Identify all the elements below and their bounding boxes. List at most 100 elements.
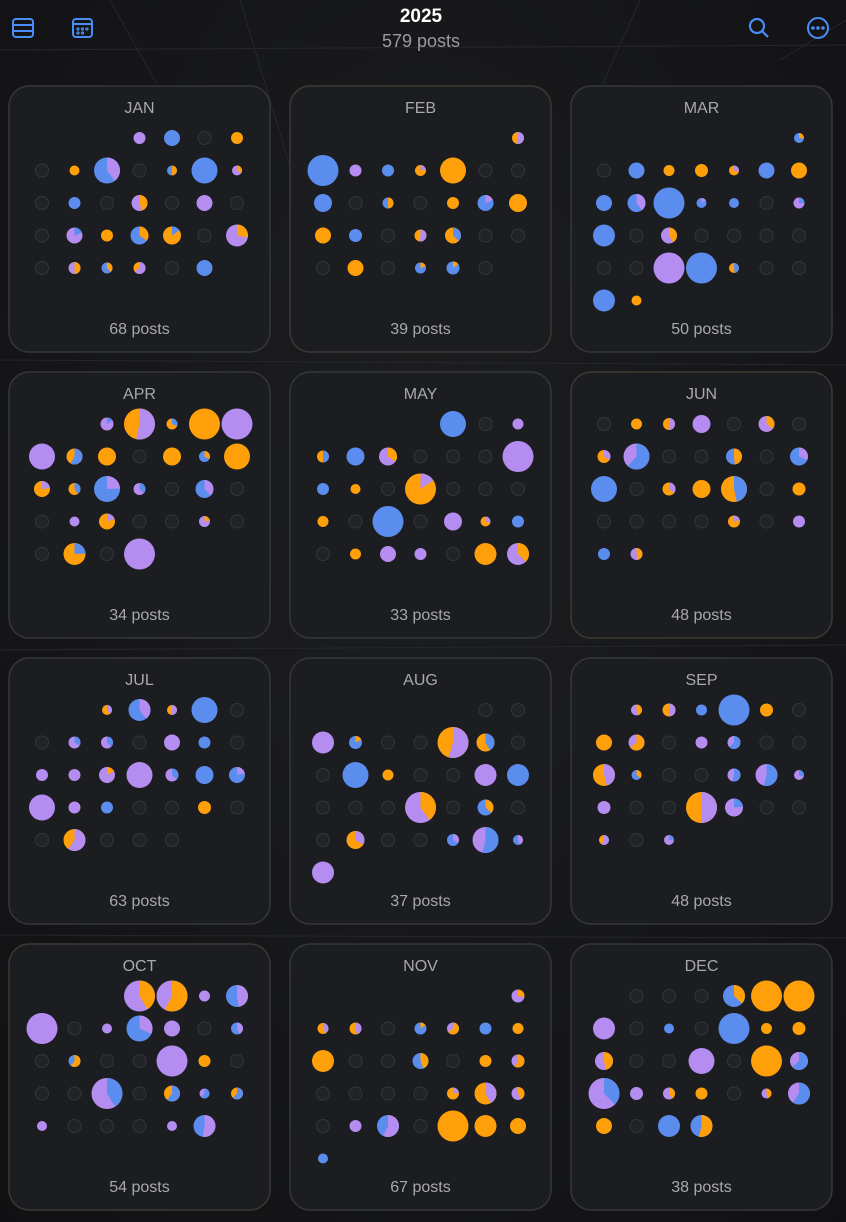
day-dot	[695, 1087, 708, 1100]
empty-day	[511, 163, 525, 178]
empty-day	[230, 800, 244, 815]
month-card[interactable]: JAN 68 posts	[8, 85, 271, 353]
day-slice	[669, 482, 676, 493]
day-slice	[453, 1087, 459, 1094]
day-slice	[729, 736, 741, 749]
empty-day	[132, 514, 147, 529]
empty-day	[35, 1086, 49, 1101]
day-dot	[382, 164, 394, 177]
empty-day	[381, 482, 395, 496]
empty-day	[629, 261, 644, 275]
card-bg	[8, 657, 271, 925]
day-dot	[447, 197, 459, 209]
day-dot	[760, 703, 773, 717]
empty-day	[165, 196, 179, 210]
day-dot	[792, 482, 806, 496]
empty-day	[792, 228, 806, 243]
empty-day	[67, 1021, 82, 1036]
day-dot	[664, 1023, 674, 1034]
day-slice	[792, 1052, 809, 1071]
month-card[interactable]: MAY 33 posts	[289, 371, 552, 639]
day-dot	[440, 411, 466, 437]
day-dot	[793, 515, 805, 528]
month-card[interactable]: JUL 63 posts	[8, 657, 271, 925]
day-slice	[630, 734, 645, 751]
day-dot	[729, 198, 739, 208]
empty-day	[316, 800, 330, 815]
day-slice	[448, 1022, 460, 1035]
empty-day	[694, 228, 709, 243]
empty-day	[132, 735, 147, 750]
month-card[interactable]: FEB 39 posts	[289, 85, 552, 353]
empty-day	[381, 800, 395, 815]
day-slice	[139, 1015, 153, 1034]
list-icon[interactable]	[12, 18, 34, 38]
day-slice	[42, 481, 50, 489]
month-name: OCT	[123, 958, 157, 975]
empty-day	[165, 261, 179, 275]
day-slice	[136, 408, 155, 440]
day-dot	[126, 762, 153, 788]
empty-day	[35, 228, 49, 243]
empty-day	[629, 833, 644, 847]
month-card[interactable]: NOV 67 posts	[289, 943, 552, 1211]
day-slice	[518, 989, 525, 998]
month-name: DEC	[685, 958, 719, 975]
month-card[interactable]: APR 34 posts	[8, 371, 271, 639]
day-dot	[312, 1050, 334, 1072]
day-dot	[761, 1023, 772, 1034]
day-dot	[191, 157, 218, 184]
day-dot	[69, 516, 80, 527]
day-slice	[485, 1082, 497, 1104]
day-slice	[139, 226, 149, 241]
day-slice	[70, 1055, 81, 1068]
empty-day	[662, 735, 676, 750]
month-posts: 50 posts	[671, 321, 731, 338]
month-name: APR	[123, 386, 156, 403]
empty-day	[629, 1119, 644, 1133]
month-card[interactable]: MAR 50 posts	[570, 85, 833, 353]
day-dot	[312, 861, 334, 884]
month-card[interactable]: SEP 48 posts	[570, 657, 833, 925]
empty-day	[348, 1086, 363, 1101]
day-slice	[518, 835, 524, 845]
month-card[interactable]: OCT 54 posts	[8, 943, 271, 1211]
empty-day	[511, 228, 525, 243]
day-dot	[350, 484, 361, 494]
month-name: JUL	[125, 672, 154, 689]
empty-day	[629, 1054, 644, 1068]
day-slice	[323, 450, 329, 463]
empty-day	[197, 1021, 212, 1036]
day-slice	[601, 835, 610, 845]
empty-day	[230, 1054, 244, 1068]
month-name: JAN	[124, 100, 154, 117]
empty-day	[478, 482, 493, 496]
day-dot	[692, 415, 711, 433]
empty-day	[662, 800, 676, 815]
day-slice	[636, 770, 642, 779]
empty-day	[727, 1086, 741, 1101]
month-card[interactable]: AUG 37 posts	[289, 657, 552, 925]
day-dot	[597, 801, 611, 814]
empty-day	[381, 261, 395, 275]
empty-day	[597, 261, 611, 275]
year-title: 2025	[400, 6, 443, 27]
empty-day	[381, 1086, 395, 1101]
day-dot	[342, 762, 369, 788]
search-icon[interactable]	[748, 17, 769, 38]
day-dot	[509, 194, 527, 212]
day-slice	[518, 1087, 525, 1100]
day-slice	[134, 262, 146, 275]
empty-day	[197, 131, 212, 145]
empty-day	[132, 833, 147, 847]
day-slice	[139, 483, 146, 494]
month-card[interactable]: DEC 38 posts	[570, 943, 833, 1211]
month-card[interactable]: JUN 48 posts	[570, 371, 833, 639]
calendar-icon[interactable]	[72, 18, 93, 38]
empty-day	[165, 514, 179, 529]
day-dot	[156, 1045, 188, 1077]
day-slice	[74, 736, 81, 746]
day-dot	[349, 164, 362, 177]
more-icon[interactable]	[807, 17, 829, 39]
day-slice	[420, 165, 426, 171]
